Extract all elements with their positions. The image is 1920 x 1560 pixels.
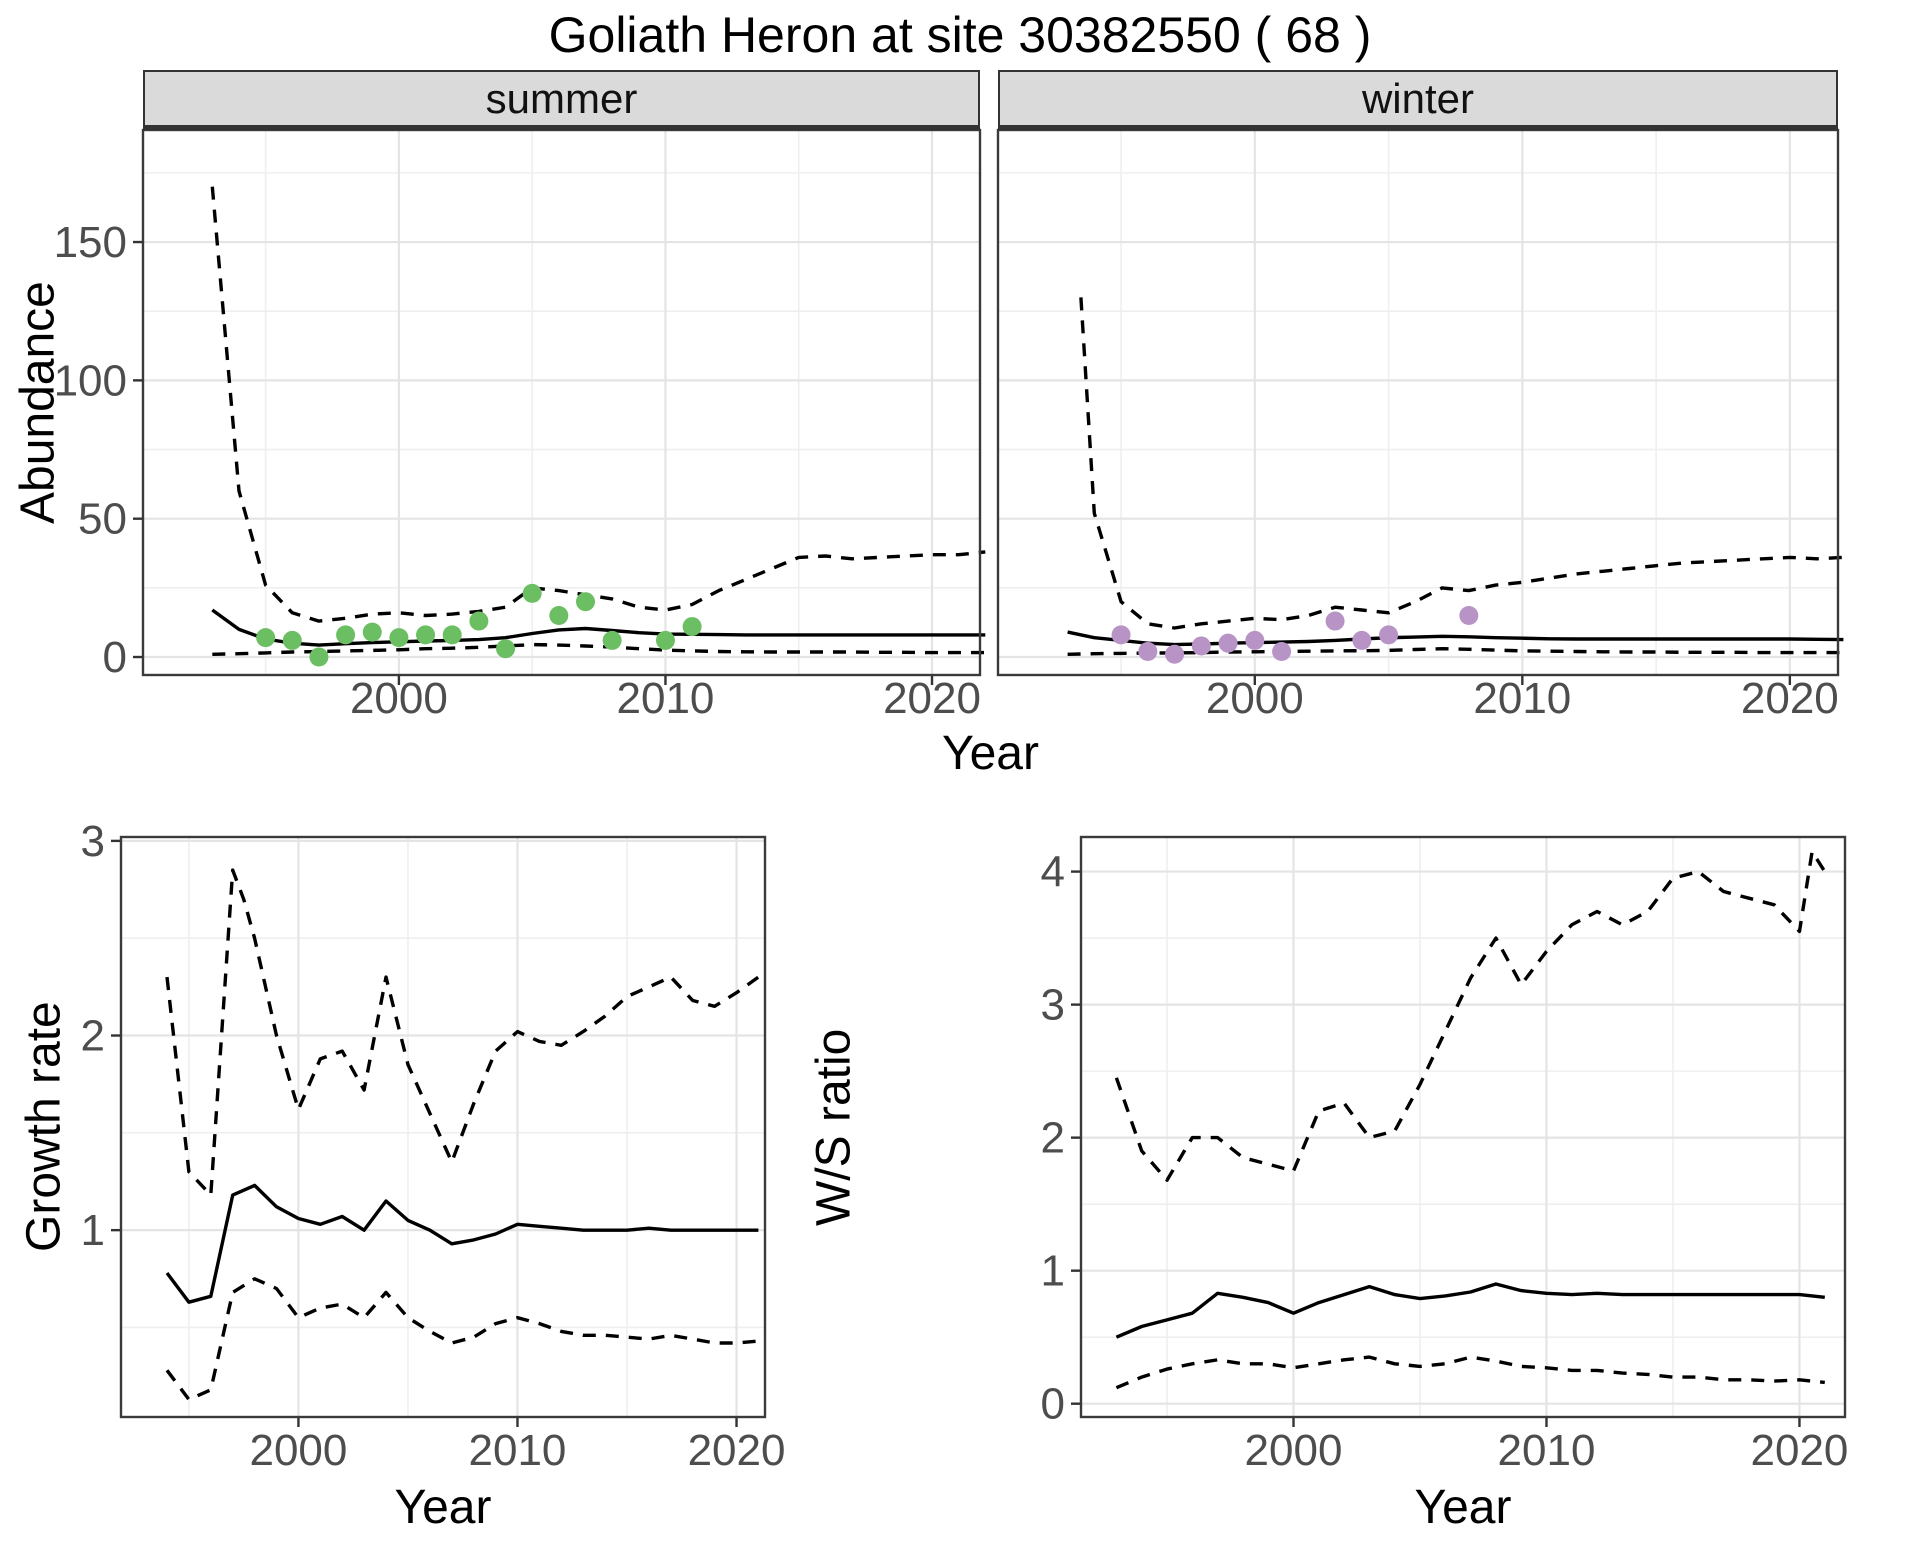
x-tick-label: 2010 [1498, 1426, 1596, 1475]
data-point [282, 630, 302, 650]
y-tick-label: 0 [1041, 1380, 1065, 1429]
y-tick-label: 1 [1041, 1247, 1065, 1296]
y-tick-label: 2 [81, 1012, 105, 1061]
data-point [1379, 625, 1399, 645]
data-point [1245, 630, 1265, 650]
growth_rate-panel: 2000 2010 2020 1 2 3 [81, 817, 786, 1475]
data-point [416, 625, 436, 645]
data-point [1459, 606, 1479, 626]
y-tick-label: 4 [1041, 848, 1065, 897]
x-tick-label: 2000 [1245, 1426, 1343, 1475]
chart-title: Goliath Heron at site 30382550 ( 68 ) [548, 7, 1372, 63]
facet-strip-summer-label: summer [485, 74, 638, 122]
x-axis-title-year-bottom-right: Year [1414, 1481, 1512, 1534]
data-point [575, 592, 595, 612]
abundance-panel-winter: 2000 2010 2020 [996, 128, 1844, 723]
x-tick-label: 2000 [350, 674, 448, 723]
data-point [1191, 636, 1211, 656]
panel-border [119, 835, 767, 1419]
facet-strip-winter-label: winter [1361, 74, 1475, 122]
lower-ci-line [1115, 1355, 1825, 1390]
data-point [602, 630, 622, 650]
x-tick-label: 2010 [1473, 674, 1571, 723]
facet-strip-winter: winter [998, 70, 1838, 130]
data-point [655, 630, 675, 650]
mean-line [1115, 1282, 1825, 1339]
data-point [1111, 625, 1131, 645]
mean-line [211, 608, 986, 647]
y-tick-label: 100 [54, 356, 127, 405]
x-tick-label: 2020 [883, 674, 981, 723]
data-point [522, 583, 542, 603]
lower-ci-line [1067, 647, 1844, 656]
data-point [469, 611, 489, 631]
y-tick-label: 1 [81, 1206, 105, 1255]
upper-ci-line [1079, 297, 1844, 630]
data-point [1352, 630, 1372, 650]
data-point [256, 628, 276, 648]
data-point [549, 606, 569, 626]
x-tick-label: 2020 [1751, 1426, 1849, 1475]
y-tick-label: 150 [54, 218, 127, 267]
mean-line [1067, 630, 1844, 647]
y-axis-title-growth-rate: Growth rate [17, 1001, 71, 1253]
facet-strip-summer: summer [143, 70, 980, 130]
x-tick-label: 2020 [1741, 674, 1839, 723]
y-tick-label: 3 [1041, 981, 1065, 1030]
y-axis-title-abundance: Abundance [11, 281, 65, 524]
lower-ci-line [212, 642, 986, 656]
y-tick-label: 50 [78, 495, 127, 544]
panel-border [996, 128, 1840, 677]
upper-ci-line [210, 186, 986, 623]
data-point [442, 625, 462, 645]
x-tick-label: 2000 [1206, 674, 1304, 723]
y-tick-label: 0 [103, 633, 127, 682]
data-point [309, 647, 329, 667]
data-point [496, 639, 516, 659]
x-tick-label: 2000 [249, 1426, 347, 1475]
upper-ci-line [1114, 849, 1827, 1182]
data-point [1138, 641, 1158, 661]
data-point [1218, 633, 1238, 653]
panel-border [141, 128, 982, 677]
ws_ratio-panel: 2000 2010 2020 0 1 2 3 4 [1041, 835, 1849, 1475]
data-point [682, 617, 702, 637]
y-tick-label: 2 [1041, 1114, 1065, 1163]
y-axis-title-ws-ratio: W/S ratio [807, 1028, 861, 1226]
x-axis-title-year-top: Year [942, 727, 1039, 780]
data-point [1325, 611, 1345, 631]
data-point [362, 622, 382, 642]
data-point [389, 628, 409, 648]
x-tick-label: 2020 [688, 1426, 786, 1475]
mean-line [165, 1183, 759, 1304]
x-tick-label: 2010 [617, 674, 715, 723]
x-axis-title-year-bottom-left: Year [394, 1481, 492, 1534]
data-point [336, 625, 356, 645]
data-point [1272, 641, 1292, 661]
lower-ci-line [165, 1277, 759, 1402]
x-tick-label: 2010 [469, 1426, 567, 1475]
y-tick-label: 3 [81, 817, 105, 866]
data-point [1165, 644, 1185, 664]
abundance-panel-summer: 2000 2010 2020 0 50 100 150 [54, 128, 986, 723]
upper-ci-line [165, 868, 760, 1197]
panel-border [1079, 835, 1847, 1419]
